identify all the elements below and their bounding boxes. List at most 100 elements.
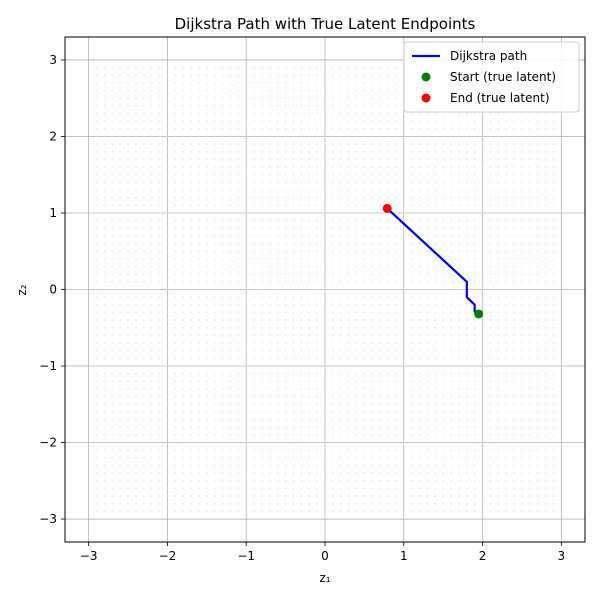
- background-grid-point: [213, 434, 216, 436]
- background-grid-point: [324, 480, 326, 482]
- background-grid-point: [190, 219, 192, 222]
- background-grid-point: [182, 457, 184, 459]
- background-grid-point: [537, 464, 539, 467]
- background-grid-point: [269, 372, 271, 375]
- background-grid-point: [308, 181, 310, 184]
- background-grid-point: [135, 258, 137, 260]
- background-grid-point: [450, 288, 452, 291]
- background-grid-point: [513, 296, 515, 298]
- background-grid-point: [237, 135, 240, 138]
- background-grid-point: [332, 151, 334, 153]
- background-grid-point: [332, 242, 334, 245]
- background-grid-point: [497, 457, 500, 459]
- background-grid-point: [245, 441, 247, 444]
- background-grid-point: [237, 105, 240, 107]
- background-grid-point: [371, 395, 373, 398]
- background-grid-point: [481, 219, 484, 222]
- background-grid-point: [111, 265, 113, 268]
- background-grid-point: [489, 273, 492, 275]
- background-grid-point: [269, 265, 271, 268]
- background-grid-point: [529, 120, 531, 122]
- background-grid-point: [237, 495, 240, 497]
- background-grid-point: [473, 365, 476, 367]
- background-grid-point: [143, 281, 145, 283]
- background-grid-point: [190, 235, 192, 237]
- background-grid-point: [418, 151, 421, 153]
- background-grid-point: [387, 74, 389, 76]
- background-grid-point: [529, 418, 531, 421]
- background-grid-point: [347, 235, 350, 237]
- background-grid-point: [458, 480, 460, 482]
- background-grid-point: [505, 403, 507, 405]
- background-grid-point: [213, 426, 216, 428]
- background-grid-point: [529, 265, 531, 268]
- background-grid-point: [95, 189, 98, 191]
- background-grid-point: [150, 212, 153, 214]
- background-grid-point: [418, 503, 421, 505]
- background-grid-point: [363, 196, 366, 199]
- background-grid-point: [300, 357, 303, 360]
- background-grid-point: [158, 258, 161, 260]
- background-grid-point: [426, 495, 429, 497]
- background-grid-point: [206, 441, 208, 444]
- background-grid-point: [513, 281, 515, 283]
- background-grid-point: [387, 357, 389, 360]
- background-grid-point: [529, 189, 531, 191]
- background-grid-point: [111, 135, 113, 138]
- background-grid-point: [529, 135, 531, 138]
- background-grid-point: [316, 441, 318, 444]
- background-grid-point: [269, 288, 271, 291]
- background-grid-point: [253, 426, 255, 428]
- background-grid-point: [466, 357, 468, 360]
- background-grid-point: [473, 227, 476, 229]
- background-grid-point: [95, 464, 98, 467]
- background-grid-point: [198, 311, 200, 314]
- background-grid-point: [206, 135, 208, 138]
- background-grid-point: [332, 480, 334, 482]
- background-grid-point: [143, 105, 145, 107]
- background-grid-point: [403, 334, 405, 337]
- background-grid-point: [505, 242, 507, 245]
- background-grid-point: [497, 288, 500, 291]
- background-grid-point: [387, 426, 389, 428]
- background-grid-point: [458, 319, 460, 321]
- background-grid-point: [371, 411, 373, 413]
- background-grid-point: [284, 487, 287, 490]
- background-grid-point: [332, 365, 334, 367]
- background-grid-point: [410, 441, 413, 444]
- background-grid-point: [340, 342, 342, 344]
- background-grid-point: [513, 242, 515, 245]
- background-grid-point: [466, 510, 468, 513]
- background-grid-point: [221, 212, 224, 214]
- background-grid-point: [269, 66, 271, 69]
- background-grid-point: [206, 288, 208, 291]
- background-grid-point: [198, 495, 200, 497]
- background-grid-point: [340, 418, 342, 421]
- background-grid-point: [284, 296, 287, 298]
- background-grid-point: [466, 174, 468, 176]
- background-grid-point: [245, 464, 247, 467]
- background-grid-point: [213, 296, 216, 298]
- background-grid-point: [442, 449, 444, 451]
- background-grid-point: [537, 426, 539, 428]
- background-grid-point: [426, 342, 429, 344]
- background-grid-point: [379, 273, 381, 275]
- background-grid-point: [481, 166, 484, 168]
- background-grid-point: [119, 403, 121, 405]
- background-grid-point: [521, 388, 523, 390]
- background-grid-point: [103, 158, 106, 161]
- background-grid-point: [245, 120, 247, 122]
- background-grid-point: [387, 143, 389, 145]
- background-grid-point: [466, 342, 468, 344]
- background-grid-point: [355, 265, 358, 268]
- background-grid-point: [521, 281, 523, 283]
- background-grid-point: [221, 258, 224, 260]
- background-grid-point: [261, 510, 263, 513]
- background-grid-point: [418, 235, 421, 237]
- background-grid-point: [237, 464, 240, 467]
- background-grid-point: [95, 441, 98, 444]
- background-grid-point: [119, 204, 121, 207]
- background-grid-point: [277, 105, 279, 107]
- background-grid-point: [442, 281, 444, 283]
- background-grid-point: [387, 281, 389, 283]
